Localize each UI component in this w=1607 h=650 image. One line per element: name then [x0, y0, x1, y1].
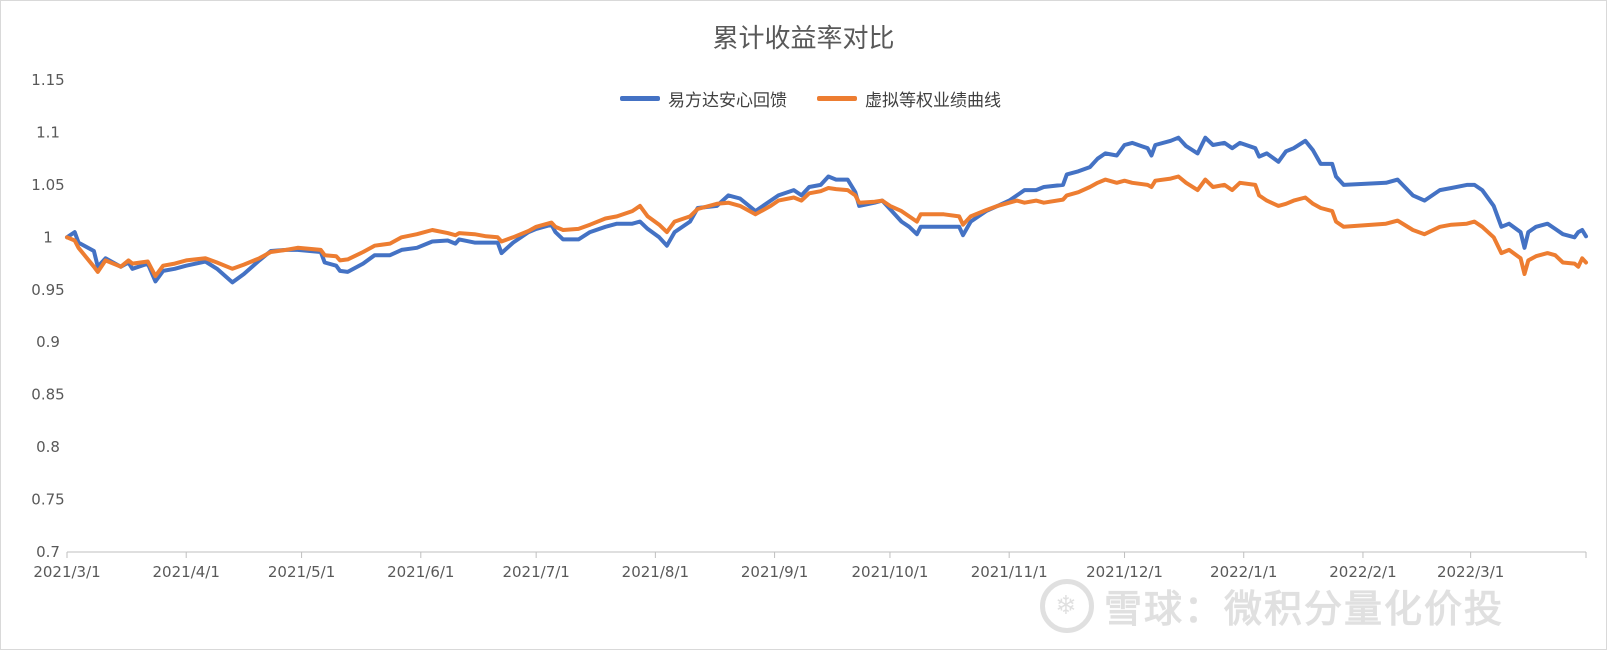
- y-tick-label: 1: [43, 228, 53, 246]
- snowball-logo-icon: ❄: [1040, 578, 1094, 633]
- x-tick-label: 2021/10/1: [851, 563, 928, 581]
- y-tick-label: 0.8: [36, 438, 60, 456]
- legend-item-series-1: 易方达安心回馈: [620, 86, 787, 111]
- y-tick-label: 0.95: [31, 281, 64, 299]
- legend-label-series-2: 虚拟等权业绩曲线: [865, 91, 1001, 111]
- legend-swatch-series-2: [817, 96, 857, 101]
- y-tick-label: 1.1: [36, 123, 60, 141]
- y-tick-label: 0.7: [36, 543, 60, 561]
- x-tick-label: 2021/12/1: [1086, 563, 1163, 581]
- y-tick-label: 1.05: [31, 176, 64, 194]
- x-tick-label: 2022/3/1: [1437, 563, 1504, 581]
- x-tick-label: 2022/1/1: [1210, 563, 1277, 581]
- watermark: ❄ 雪球：微积分量化价投: [1040, 578, 1504, 633]
- series-line-2: [65, 174, 1588, 279]
- y-tick-label: 1.15: [31, 71, 64, 89]
- legend-item-series-2: 虚拟等权业绩曲线: [817, 86, 1001, 111]
- x-tick-label: 2021/3/1: [33, 563, 100, 581]
- chart-legend: 易方达安心回馈 虚拟等权业绩曲线: [620, 86, 1031, 111]
- x-tick-label: 2021/9/1: [741, 563, 808, 581]
- x-tick-label: 2022/2/1: [1329, 563, 1396, 581]
- legend-swatch-series-1: [620, 96, 660, 101]
- chart-title: 累计收益率对比: [712, 24, 895, 54]
- y-tick-label: 0.75: [31, 491, 64, 509]
- y-tick-label: 0.85: [31, 386, 64, 404]
- x-tick-label: 2021/6/1: [387, 563, 454, 581]
- watermark-text: 雪球：微积分量化价投: [1104, 587, 1505, 631]
- x-tick-label: 2021/8/1: [622, 563, 689, 581]
- y-tick-label: 0.9: [36, 333, 60, 351]
- x-tick-label: 2021/7/1: [502, 563, 569, 581]
- x-tick-label: 2021/5/1: [268, 563, 335, 581]
- x-tick-label: 2021/4/1: [153, 563, 220, 581]
- legend-label-series-1: 易方达安心回馈: [668, 91, 787, 111]
- series-line-1: [65, 135, 1588, 285]
- x-tick-label: 2021/11/1: [971, 563, 1048, 581]
